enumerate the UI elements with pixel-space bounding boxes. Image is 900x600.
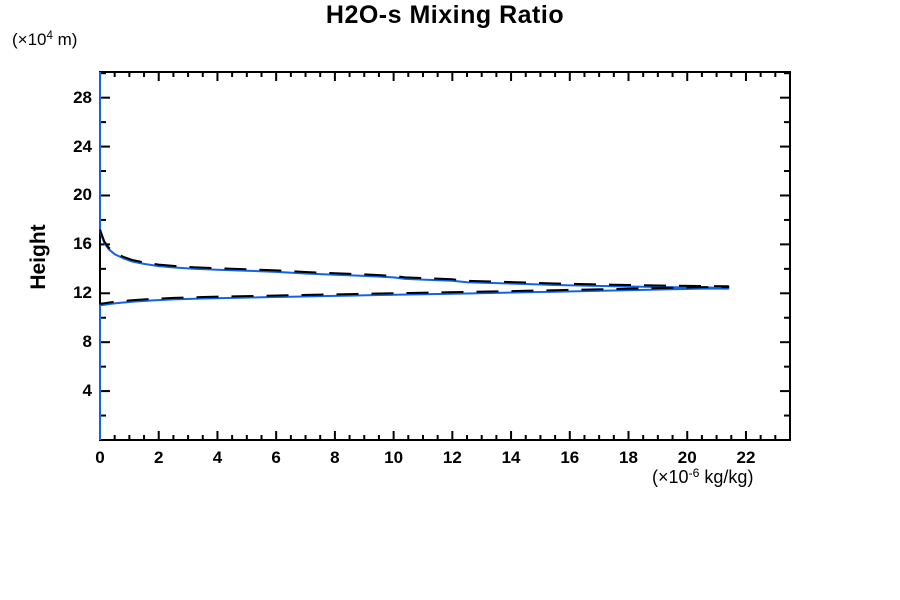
y-unit-prefix: (×10: [12, 30, 47, 49]
y-tick-label: 4: [82, 381, 92, 401]
series-line-solid: [99, 72, 730, 440]
y-tick-label: 16: [73, 234, 92, 254]
x-tick-label: 12: [442, 448, 462, 467]
x-tick-label: 18: [619, 448, 638, 467]
x-tick-label: 6: [271, 448, 281, 467]
x-tick-label: 0: [95, 448, 105, 467]
y-unit-exponent: 4: [46, 30, 53, 42]
x-unit-suffix: kg/kg): [699, 467, 754, 487]
x-unit-exponent: -6: [688, 466, 700, 480]
y-unit-suffix: m): [52, 30, 78, 49]
plot-frame: [99, 71, 791, 441]
y-axis-unit-label: (×104 m): [12, 30, 77, 50]
x-tick-label: 2: [153, 448, 164, 467]
x-tick-label: 8: [330, 448, 340, 467]
x-tick-label: 10: [384, 448, 404, 467]
x-tick-label: 14: [501, 448, 521, 467]
x-tick-label: 16: [560, 448, 580, 467]
x-tick-label: 4: [212, 448, 223, 467]
chart-title: H2O-s Mixing Ratio: [325, 1, 565, 29]
x-tick-label: 22: [736, 448, 756, 467]
series-line-dashed: [99, 229, 730, 305]
y-tick-label: 24: [73, 136, 92, 156]
x-axis-unit-label: (×10-6 kg/kg): [652, 466, 754, 488]
y-tick-label: 12: [73, 283, 92, 303]
y-tick-label: 20: [73, 185, 92, 205]
y-tick-label: 8: [82, 332, 92, 352]
y-tick-label: 28: [73, 87, 92, 107]
x-unit-prefix: (×10: [652, 467, 689, 487]
x-tick-label: 20: [677, 448, 697, 467]
